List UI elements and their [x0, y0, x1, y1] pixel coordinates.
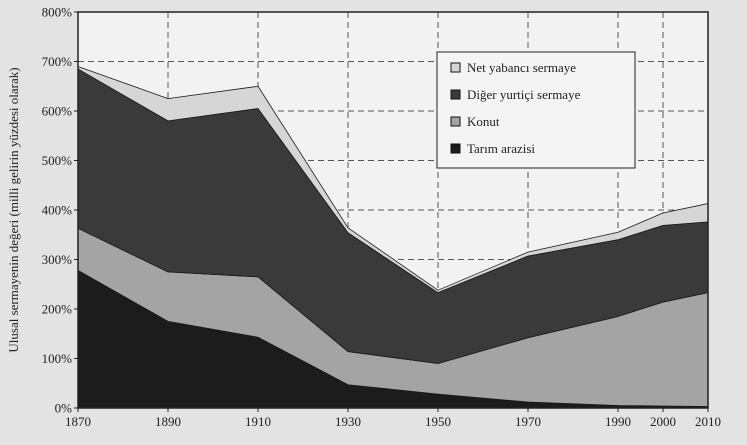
- legend-label: Diğer yurtiçi sermaye: [467, 87, 581, 102]
- legend-swatch: [450, 143, 461, 154]
- x-tick-label: 1870: [65, 414, 91, 429]
- legend-label: Konut: [467, 114, 500, 129]
- legend-box: [436, 51, 636, 169]
- y-tick-label: 0%: [55, 401, 73, 416]
- x-tick-label: 1950: [425, 414, 451, 429]
- x-tick-label: 2010: [695, 414, 721, 429]
- legend-swatch: [450, 89, 461, 100]
- y-tick-label: 600%: [42, 104, 73, 119]
- x-tick-label: 1990: [605, 414, 631, 429]
- y-tick-label: 100%: [42, 351, 73, 366]
- legend-swatch: [450, 62, 461, 73]
- y-tick-label: 700%: [42, 54, 73, 69]
- x-tick-label: 1890: [155, 414, 181, 429]
- legend: Net yabancı sermaye Diğer yurtiçi sermaye…: [436, 51, 636, 169]
- y-tick-label: 200%: [42, 302, 73, 317]
- legend-swatch: [450, 116, 461, 127]
- legend-label: Net yabancı sermaye: [467, 60, 576, 75]
- y-axis-title: Ulusal sermayenin değeri (milli gelirin …: [6, 67, 21, 352]
- y-tick-label: 300%: [42, 252, 73, 267]
- axes: 0% 100% 200% 300% 400% 500% 600% 700% 800% 1870 18…: [42, 5, 721, 430]
- x-tick-label: 1930: [335, 414, 361, 429]
- y-tick-label: 400%: [42, 203, 73, 218]
- y-tick-label: 500%: [42, 153, 73, 168]
- x-tick-label: 1970: [515, 414, 541, 429]
- y-tick-label: 800%: [42, 5, 73, 20]
- x-tick-label: 2000: [650, 414, 676, 429]
- x-tick-label: 1910: [245, 414, 271, 429]
- legend-label: Tarım arazisi: [467, 141, 535, 156]
